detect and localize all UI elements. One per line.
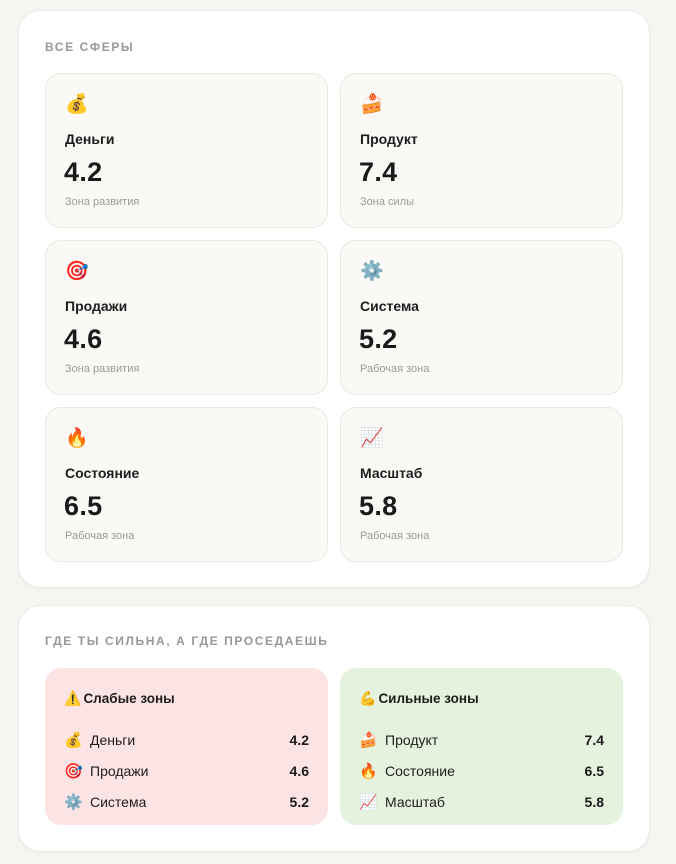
sphere-card-product[interactable]: 🍰 Продукт 7.4 Зона силы [340,73,623,228]
zone-item-value: 7.4 [584,731,604,748]
list-item: 🎯 Продажи 4.6 [64,755,309,786]
warning-icon: ⚠️ [64,689,82,706]
sphere-card-money[interactable]: 💰 Деньги 4.2 Зона развития [45,73,328,228]
strong-zones-list: 🍰 Продукт 7.4 🔥 Состояние 6.5 📈 Масштаб … [359,724,604,817]
sphere-name: Система [360,298,419,314]
gear-icon: ⚙️ [64,793,83,811]
sphere-card-system[interactable]: ⚙️ Система 5.2 Рабочая зона [340,240,623,395]
flexed-biceps-icon: 💪 [359,689,377,706]
zone-item-label: Продажи [90,762,149,779]
fire-icon: 🔥 [359,762,378,780]
strengths-weaknesses-panel: ГДЕ ТЫ СИЛЬНА, А ГДЕ ПРОСЕДАЕШЬ ⚠️ Слабы… [18,605,650,852]
zone-item-label: Масштаб [385,793,445,810]
zone-item-value: 5.8 [584,793,604,810]
sphere-zone-label: Зона силы [360,196,414,208]
weak-zones-box: ⚠️ Слабые зоны 💰 Деньги 4.2 🎯 Продажи 4.… [45,668,328,825]
money-bag-icon: 💰 [64,731,83,749]
section-title: ВСЕ СФЕРЫ [45,40,135,54]
zone-item-value: 4.6 [289,762,309,779]
sphere-zone-label: Рабочая зона [360,530,430,542]
zones-grid: ⚠️ Слабые зоны 💰 Деньги 4.2 🎯 Продажи 4.… [45,668,623,825]
sphere-score: 6.5 [64,491,103,521]
sphere-score: 4.2 [64,157,103,187]
zone-item-value: 4.2 [289,731,309,748]
all-spheres-panel: ВСЕ СФЕРЫ 💰 Деньги 4.2 Зона развития 🍰 П… [18,10,650,588]
zone-item-label: Продукт [385,731,439,748]
sphere-zone-label: Зона развития [65,196,140,208]
sphere-score: 5.2 [359,324,398,354]
list-item: 📈 Масштаб 5.8 [359,786,604,817]
weak-zones-list: 💰 Деньги 4.2 🎯 Продажи 4.6 ⚙️ Система 5.… [64,724,309,817]
sphere-score: 5.8 [359,491,398,521]
sphere-name: Состояние [65,465,140,481]
strong-zones-box: 💪 Сильные зоны 🍰 Продукт 7.4 🔥 Состояние… [340,668,623,825]
zone-item-value: 6.5 [584,762,604,779]
sphere-name: Продажи [65,298,128,314]
chart-increasing-icon: 📈 [360,428,384,449]
sphere-score: 7.4 [359,157,398,187]
cake-icon: 🍰 [359,731,378,749]
sphere-score: 4.6 [64,324,103,354]
list-item: 💰 Деньги 4.2 [64,724,309,755]
strong-zones-title: Сильные зоны [378,690,479,706]
sphere-zone-label: Рабочая зона [360,363,430,375]
list-item: 🔥 Состояние 6.5 [359,755,604,786]
list-item: 🍰 Продукт 7.4 [359,724,604,755]
sphere-card-scale[interactable]: 📈 Масштаб 5.8 Рабочая зона [340,407,623,562]
target-icon: 🎯 [65,261,89,282]
chart-increasing-icon: 📈 [359,793,378,811]
sphere-name: Масштаб [360,465,423,481]
cake-icon: 🍰 [360,94,384,115]
sphere-name: Деньги [65,131,115,147]
zone-item-label: Состояние [385,762,455,779]
strong-zones-header: 💪 Сильные зоны [359,689,604,707]
sphere-zone-label: Рабочая зона [65,530,135,542]
spheres-grid: 💰 Деньги 4.2 Зона развития 🍰 Продукт 7.4… [45,73,623,562]
target-icon: 🎯 [64,762,83,780]
money-bag-icon: 💰 [65,94,89,115]
fire-icon: 🔥 [65,428,89,449]
zone-item-label: Система [90,793,147,810]
weak-zones-title: Слабые зоны [83,690,175,706]
sphere-zone-label: Зона развития [65,363,140,375]
section-title: ГДЕ ТЫ СИЛЬНА, А ГДЕ ПРОСЕДАЕШЬ [45,634,329,648]
sphere-card-sales[interactable]: 🎯 Продажи 4.6 Зона развития [45,240,328,395]
zone-item-label: Деньги [90,731,136,748]
sphere-name: Продукт [360,131,418,147]
sphere-card-state[interactable]: 🔥 Состояние 6.5 Рабочая зона [45,407,328,562]
weak-zones-header: ⚠️ Слабые зоны [64,689,309,707]
gear-icon: ⚙️ [360,261,384,282]
zone-item-value: 5.2 [289,793,309,810]
list-item: ⚙️ Система 5.2 [64,786,309,817]
